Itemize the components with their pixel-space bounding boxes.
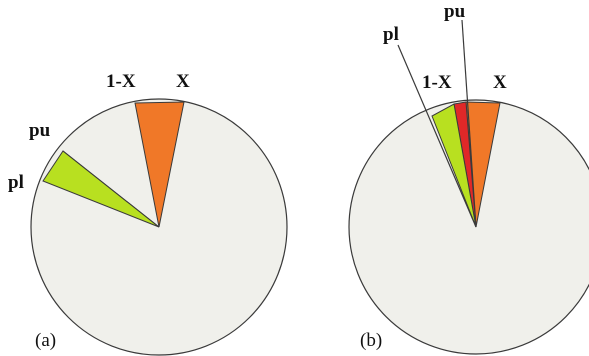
panel-b-pie-disk <box>348 99 589 355</box>
panel-a-label-1-x: 1-X <box>106 71 136 92</box>
panel-b-label-x: X <box>493 72 507 93</box>
panel-a-caption: (a) <box>35 330 56 351</box>
panel-a: 1-X X pu pl (a) <box>8 71 288 356</box>
panel-a-slice-x <box>134 101 185 228</box>
panel-b-leader-pl <box>397 44 477 228</box>
panel-a-label-x: X <box>176 71 190 92</box>
panel-b-slice-pl <box>431 103 477 228</box>
panel-a-label-pl: pl <box>8 172 24 193</box>
panel-b-label-pl: pl <box>383 24 399 45</box>
panel-b-label-pu: pu <box>444 1 466 22</box>
panel-b: pl pu 1-X X (b) <box>348 1 589 355</box>
panel-b-leader-pu <box>461 19 477 228</box>
panel-a-pu-boundary <box>62 150 160 228</box>
panel-a-label-pu: pu <box>29 120 51 141</box>
panel-b-label-1-x: 1-X <box>422 72 452 93</box>
panel-b-caption: (b) <box>360 330 382 351</box>
